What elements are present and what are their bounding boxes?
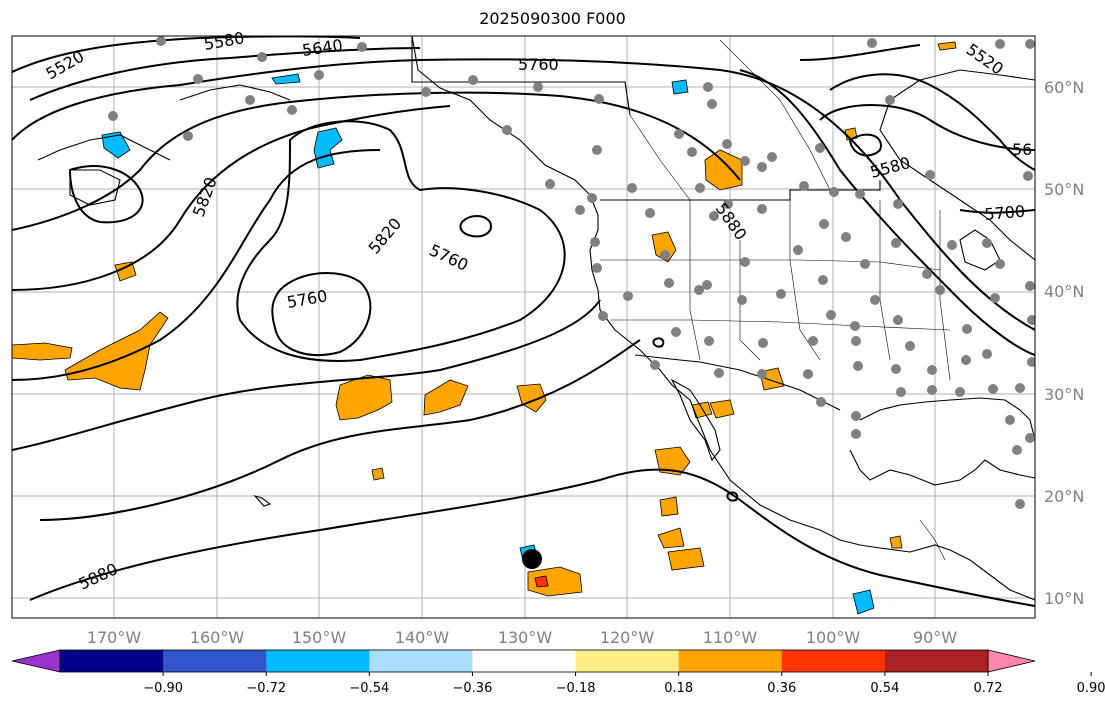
colorbar-tick-label: −0.72 [246, 681, 286, 696]
colorbar-segment [369, 650, 473, 672]
colorbar-segment [781, 650, 886, 672]
colorbar-tick-label: −0.18 [556, 681, 596, 696]
black-marker [522, 549, 542, 569]
colorbar-segment [884, 650, 989, 672]
colorbar-segment [163, 650, 267, 672]
latitude-labels: 60°N 50°N 40°N 30°N 20°N 10°N [1044, 78, 1084, 608]
colorbar-tick-label: 0.54 [870, 681, 899, 696]
anomaly-shading [12, 41, 957, 615]
colorbar-ticks: −0.90 −0.72 −0.54 −0.36 −0.18 0.18 0.36 0.54 0.7… [143, 672, 1105, 696]
colorbar-tick-label: 0.72 [974, 681, 1003, 696]
lat-label: 50°N [1044, 180, 1084, 199]
colorbar-segment [60, 650, 164, 672]
lat-label: 60°N [1044, 78, 1084, 97]
lon-label: 170°W [87, 628, 142, 647]
lat-label: 30°N [1044, 385, 1084, 404]
colorbar-segment [575, 650, 680, 672]
colorbar-tick-label: 0.90 [1077, 681, 1105, 696]
colorbar-outline [59, 649, 989, 673]
contour-label: 5700 [984, 202, 1026, 224]
figure-title: 2025090300 F000 [479, 9, 626, 28]
colorbar-extend-low [11, 649, 61, 673]
colorbar-tick-label: −0.54 [349, 681, 389, 696]
lon-label: 140°W [395, 628, 450, 647]
lat-label: 40°N [1044, 282, 1084, 301]
lon-label: 160°W [190, 628, 245, 647]
longitude-labels: 170°W 160°W 150°W 140°W 130°W 120°W 110°… [87, 628, 957, 647]
lat-label: 20°N [1044, 487, 1084, 506]
colorbar-segment [472, 650, 577, 672]
lon-label: 100°W [806, 628, 861, 647]
map-frame [11, 35, 1036, 619]
colorbar-tick-label: −0.90 [143, 681, 183, 696]
station-markers [108, 36, 1035, 509]
colorbar-extend-high [987, 649, 1036, 673]
lon-label: 90°W [913, 628, 957, 647]
lon-label: 150°W [292, 628, 347, 647]
lon-label: 130°W [498, 628, 553, 647]
colorbar-segment [266, 650, 370, 672]
colorbar-tick-label: 0.18 [664, 681, 693, 696]
lat-label: 10°N [1044, 589, 1084, 608]
contour-label: 56 [1012, 140, 1032, 159]
colorbar-segment [678, 650, 783, 672]
height-contours [12, 36, 1035, 607]
contour-label: 5760 [518, 55, 559, 74]
lon-label: 120°W [600, 628, 655, 647]
colorbar-tick-label: −0.36 [453, 681, 493, 696]
colorbar [11, 649, 1036, 673]
lon-label: 110°W [703, 628, 758, 647]
colorbar-tick-label: 0.36 [767, 681, 796, 696]
